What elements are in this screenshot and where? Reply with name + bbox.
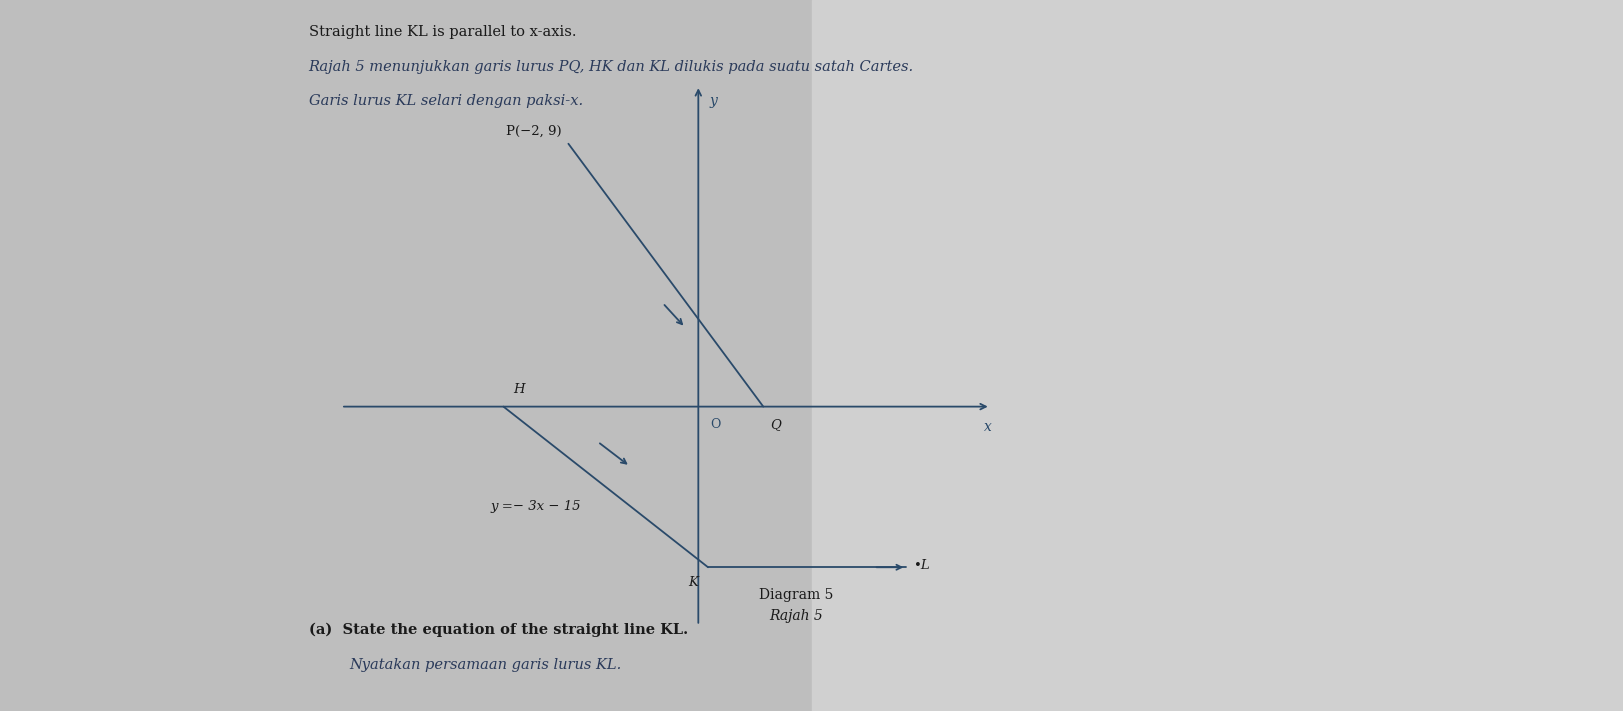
Bar xyxy=(0,0,812,711)
Text: Rajah 5: Rajah 5 xyxy=(768,609,823,623)
Text: Q: Q xyxy=(769,418,781,432)
Text: K: K xyxy=(688,576,698,589)
Text: Garis lurus KL selari dengan paksi-x.: Garis lurus KL selari dengan paksi-x. xyxy=(308,94,583,108)
Text: (a)  State the equation of the straight line KL.: (a) State the equation of the straight l… xyxy=(308,622,687,636)
Text: x: x xyxy=(984,419,992,434)
Text: y: y xyxy=(709,94,717,108)
Text: O: O xyxy=(709,418,721,432)
Bar xyxy=(812,0,1623,711)
Text: Straight line KL is parallel to x-axis.: Straight line KL is parallel to x-axis. xyxy=(308,25,576,39)
Text: Diagram 5: Diagram 5 xyxy=(758,588,833,602)
Text: Rajah 5 menunjukkan garis lurus PQ, HK dan KL dilukis pada suatu satah Cartes.: Rajah 5 menunjukkan garis lurus PQ, HK d… xyxy=(308,60,914,75)
Text: Nyatakan persamaan garis lurus KL.: Nyatakan persamaan garis lurus KL. xyxy=(349,658,622,672)
Text: •L: •L xyxy=(912,560,928,572)
Text: H: H xyxy=(513,383,524,397)
Text: P(−2, 9): P(−2, 9) xyxy=(506,125,562,138)
Text: y =− 3x − 15: y =− 3x − 15 xyxy=(490,500,581,513)
